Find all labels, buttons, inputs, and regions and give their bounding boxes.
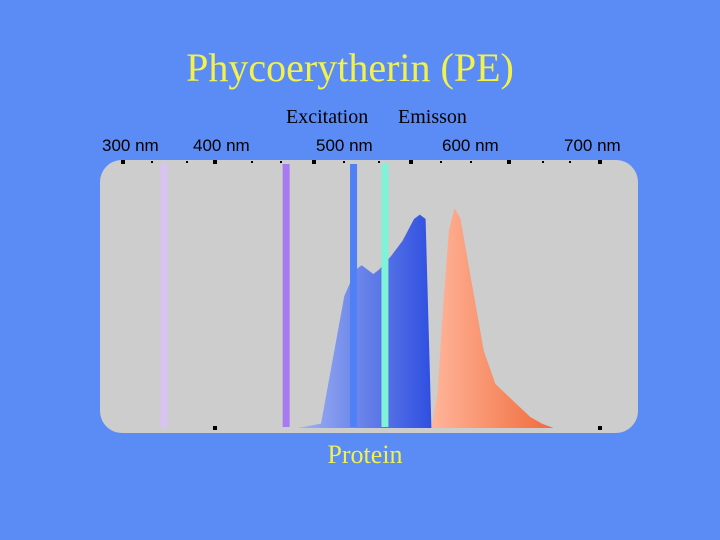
tick-dot <box>542 161 544 163</box>
tick-label-700: 700 nm <box>564 136 621 155</box>
tick-marks <box>121 160 602 430</box>
tick-dot <box>569 161 571 163</box>
tick-dot <box>186 161 188 163</box>
tick-dot <box>409 160 413 164</box>
tick-label-500: 500 nm <box>316 136 373 155</box>
tick-dot <box>121 160 125 164</box>
laser-line-488 <box>350 164 358 427</box>
tick-label-400: 400 nm <box>193 136 250 155</box>
tick-label-300: 300 nm <box>102 136 159 155</box>
tick-dot <box>378 161 380 163</box>
legend-excitation: Excitation <box>286 106 369 128</box>
legend-emission: Emisson <box>398 106 467 128</box>
tick-dot <box>151 161 153 163</box>
spectrum-areas <box>297 208 554 428</box>
laser-line-430 <box>282 164 290 427</box>
tick-label-600: 600 nm <box>442 136 499 155</box>
tick-dot <box>251 161 253 163</box>
tick-dot <box>312 160 316 164</box>
tick-dot <box>280 161 282 163</box>
tick-dot <box>598 160 602 164</box>
chart-title: Phycoerytherin (PE) <box>186 45 514 90</box>
series-area-excitation <box>297 214 432 428</box>
tick-dot <box>598 426 602 430</box>
tick-dot <box>213 160 217 164</box>
protein-label: Protein <box>327 440 403 469</box>
tick-dot <box>213 426 217 430</box>
tick-dot <box>507 160 511 164</box>
tick-dot <box>343 161 345 163</box>
laser-line-515 <box>381 164 389 427</box>
series-area-emisson <box>431 208 554 428</box>
tick-dot <box>440 161 442 163</box>
tick-dot <box>470 161 472 163</box>
laser-line-325 <box>160 164 168 427</box>
laser-lines <box>160 164 389 427</box>
